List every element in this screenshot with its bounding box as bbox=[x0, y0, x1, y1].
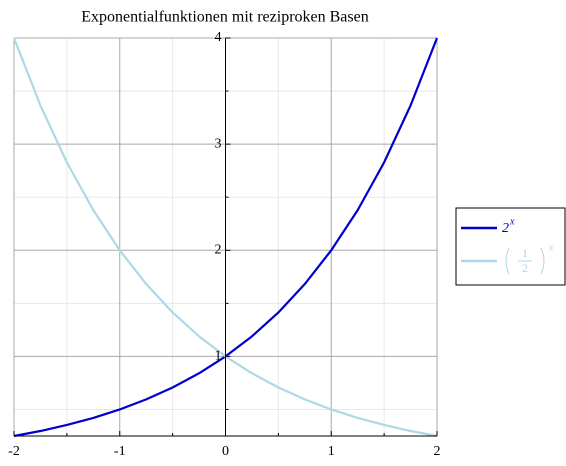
legend-paren bbox=[540, 247, 545, 275]
legend-exponent: x bbox=[509, 216, 515, 227]
legend-base: 2 bbox=[502, 221, 509, 236]
y-tick-label: 1 bbox=[215, 349, 222, 364]
legend-numerator: 1 bbox=[522, 246, 528, 260]
y-tick-label: 3 bbox=[215, 136, 222, 151]
legend-denominator: 2 bbox=[522, 261, 528, 275]
legend-exponent: x bbox=[548, 242, 554, 253]
x-tick-label: 1 bbox=[328, 444, 335, 459]
x-tick-label: 2 bbox=[434, 444, 441, 459]
x-tick-label: -2 bbox=[8, 444, 20, 459]
y-tick-label: 2 bbox=[215, 242, 222, 257]
axes: -2 -1 0 1 2 1 2 3 4 bbox=[8, 30, 440, 459]
chart-title: Exponentialfunktionen mit reziproken Bas… bbox=[81, 9, 368, 26]
legend-paren bbox=[505, 247, 510, 275]
y-tick-label: 4 bbox=[215, 30, 222, 45]
legend-box bbox=[455, 207, 566, 286]
x-tick-label: 0 bbox=[222, 444, 229, 459]
x-tick-label: -1 bbox=[114, 444, 126, 459]
